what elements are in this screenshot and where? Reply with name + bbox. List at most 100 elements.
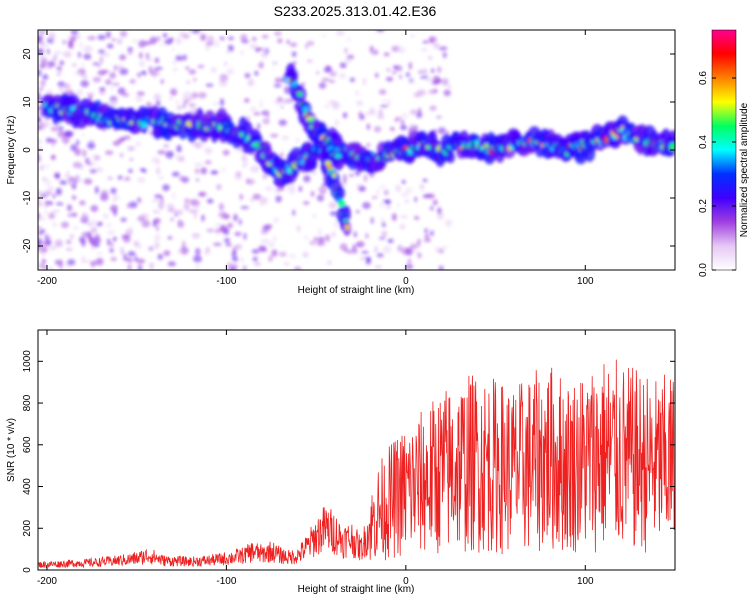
heatmap-noise-cell (99, 87, 106, 91)
heatmap-noise-cell (224, 237, 231, 243)
heatmap-noise-cell (225, 242, 232, 247)
heatmap-noise-cell (328, 201, 337, 209)
heatmap-noise-cell (420, 186, 425, 193)
heatmap-noise-cell (92, 62, 100, 66)
heatmap-noise-cell (45, 238, 52, 247)
heatmap-noise-cell (395, 186, 402, 192)
heatmap-noise-cell (173, 67, 178, 72)
heatmap-noise-cell (76, 139, 80, 147)
heatmap-noise-cell (291, 51, 297, 57)
heatmap-noise-cell (43, 121, 52, 127)
heatmap-noise-cell (414, 250, 419, 254)
heatmap-noise-cell (44, 200, 53, 205)
heatmap-noise-cell (118, 246, 126, 251)
heatmap-noise-cell (48, 212, 56, 220)
heatmap-noise-cell (328, 100, 337, 105)
heatmap-noise-cell (167, 203, 175, 212)
heatmap-noise-cell (231, 250, 237, 258)
heatmap-noise-cell (171, 59, 178, 65)
heatmap-noise-cell (212, 101, 221, 106)
heatmap-noise-cell (422, 178, 428, 183)
heatmap-noise-cell (124, 176, 131, 181)
heatmap-noise-cell (152, 209, 158, 214)
heatmap-noise-cell (116, 38, 123, 45)
heatmap-noise-cell (148, 66, 152, 74)
heatmap-noise-cell (82, 149, 87, 158)
heatmap-noise-cell (302, 251, 309, 258)
heatmap-noise-cell (126, 257, 134, 264)
heatmap-noise-cell (176, 144, 182, 153)
heatmap-noise-cell (371, 195, 378, 200)
heatmap-noise-cell (80, 80, 89, 88)
heatmap-noise-cell (158, 176, 164, 180)
heatmap-noise-cell (86, 231, 92, 239)
heatmap-noise-cell (171, 191, 177, 200)
heatmap-noise-cell (239, 193, 244, 201)
heatmap-blobs (38, 30, 675, 270)
heatmap-noise-cell (184, 198, 190, 203)
heatmap-noise-cell (107, 176, 113, 180)
heatmap-noise-cell (62, 39, 67, 45)
heatmap-noise-cell (104, 79, 112, 85)
heatmap-noise-cell (373, 125, 382, 133)
heatmap-noise-cell (261, 50, 268, 59)
heatmap-noise-cell (197, 64, 205, 69)
heatmap-noise-cell (138, 60, 146, 68)
heatmap-noise-cell (67, 213, 73, 218)
heatmap-noise-cell (43, 190, 53, 196)
heatmap-noise-cell (231, 256, 239, 263)
bottom-panel: -200 -100 0 100 0 200 400 600 800 1000 Height of… (6, 329, 676, 595)
heatmap-noise-cell (137, 176, 146, 184)
heatmap-noise-cell (249, 197, 255, 203)
heatmap-noise-cell (329, 211, 338, 216)
heatmap-noise-cell (247, 178, 255, 185)
heatmap-noise-cell (376, 30, 385, 33)
heatmap-noise-cell (177, 249, 182, 254)
heatmap-noise-cell (362, 201, 371, 210)
heatmap-noise-cell (171, 47, 175, 52)
heatmap-noise-cell (183, 91, 192, 99)
snr-y-tick-label: 800 (22, 394, 33, 411)
heatmap-noise-cell (397, 202, 401, 207)
heatmap-noise-cell (67, 203, 71, 210)
heatmap-noise-cell (295, 138, 300, 143)
heatmap-noise-cell (191, 30, 201, 34)
heatmap-noise-cell (129, 79, 136, 84)
heatmap-ridge-core (333, 147, 340, 153)
heatmap-noise-cell (167, 261, 176, 267)
heatmap-noise-cell (44, 178, 52, 187)
heatmap-noise-cell (48, 266, 54, 270)
heatmap-noise-cell (303, 235, 309, 240)
heatmap-noise-cell (119, 67, 129, 76)
heatmap-noise-cell (277, 96, 283, 103)
heatmap-noise-cell (238, 218, 242, 226)
heatmap-noise-cell (77, 178, 84, 183)
heatmap-noise-cell (127, 145, 136, 152)
heatmap-noise-cell (56, 72, 61, 76)
heatmap-noise-cell (210, 67, 217, 73)
heatmap-x-tick-label: 100 (577, 276, 594, 287)
snr-series-line (38, 359, 675, 569)
heatmap-noise-cell (344, 58, 352, 64)
heatmap-noise-cell (257, 123, 261, 130)
heatmap-noise-cell (234, 231, 242, 237)
heatmap-noise-cell (94, 186, 99, 194)
heatmap-noise-cell (92, 76, 102, 83)
heatmap-noise-cell (60, 221, 70, 229)
heatmap-noise-cell (56, 202, 64, 206)
heatmap-noise-cell (227, 222, 234, 229)
snr-x-label: Height of straight line (km) (298, 584, 415, 595)
heatmap-noise-cell (136, 243, 142, 250)
heatmap-noise-cell (122, 235, 131, 243)
heatmap-noise-cell (63, 83, 69, 89)
heatmap-noise-cell (295, 267, 299, 270)
heatmap-noise-cell (352, 247, 358, 255)
heatmap-noise-cell (170, 217, 174, 222)
heatmap-noise-cell (82, 75, 88, 79)
heatmap-noise-cell (131, 38, 139, 44)
heatmap-noise-cell (251, 36, 257, 42)
heatmap-noise-cell (442, 51, 447, 59)
heatmap-noise-cell (185, 66, 190, 70)
heatmap-noise-cell (154, 57, 160, 64)
